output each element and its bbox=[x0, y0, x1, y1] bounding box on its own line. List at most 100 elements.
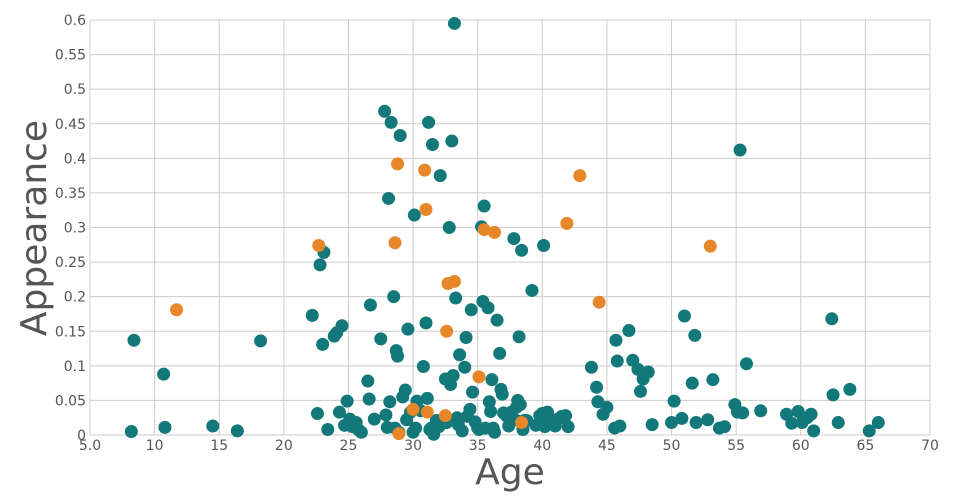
y-tick-label: 0.1 bbox=[64, 359, 86, 375]
data-point bbox=[321, 422, 335, 436]
y-tick-label: 0.6 bbox=[64, 13, 86, 29]
data-point bbox=[206, 419, 220, 433]
data-point bbox=[871, 416, 885, 430]
data-point bbox=[487, 425, 501, 439]
data-point bbox=[382, 191, 396, 205]
data-point bbox=[409, 421, 423, 435]
x-tick-label: 70 bbox=[921, 438, 939, 454]
data-point bbox=[374, 332, 388, 346]
y-tick-label: 0.2 bbox=[64, 290, 86, 306]
data-point bbox=[340, 394, 354, 408]
data-point bbox=[313, 258, 327, 272]
data-point bbox=[825, 312, 839, 326]
data-point bbox=[310, 407, 324, 421]
y-tick-label: 0.3 bbox=[64, 221, 86, 237]
data-point bbox=[559, 409, 573, 423]
data-point bbox=[157, 367, 171, 381]
y-tick-label: 0.15 bbox=[55, 324, 86, 340]
y-axis-label: Appearance bbox=[14, 120, 55, 336]
data-point bbox=[362, 392, 376, 406]
data-point bbox=[482, 395, 496, 409]
data-point bbox=[843, 382, 857, 396]
data-point bbox=[472, 370, 486, 384]
data-point bbox=[484, 404, 498, 418]
data-point bbox=[590, 380, 604, 394]
y-tick-label: 0.25 bbox=[55, 255, 86, 271]
data-point bbox=[493, 346, 507, 360]
data-point bbox=[622, 324, 636, 338]
data-point bbox=[124, 425, 138, 439]
data-point bbox=[525, 283, 539, 297]
data-point bbox=[689, 416, 703, 430]
data-point bbox=[447, 16, 461, 30]
data-point bbox=[609, 333, 623, 347]
data-point bbox=[445, 134, 459, 148]
y-tick-label: 0.5 bbox=[64, 82, 86, 98]
data-point bbox=[459, 330, 473, 344]
data-point bbox=[477, 199, 491, 213]
data-point bbox=[706, 373, 720, 387]
data-point bbox=[701, 413, 715, 427]
data-point bbox=[127, 333, 141, 347]
data-point bbox=[665, 416, 679, 430]
data-point bbox=[485, 373, 499, 387]
x-tick-label: 60 bbox=[792, 438, 810, 454]
data-point bbox=[733, 143, 747, 157]
data-point bbox=[515, 416, 529, 430]
data-point bbox=[831, 416, 845, 430]
data-point bbox=[495, 387, 509, 401]
data-point bbox=[685, 376, 699, 390]
data-point bbox=[422, 115, 436, 129]
data-point bbox=[455, 424, 469, 438]
data-point bbox=[718, 420, 732, 434]
data-point bbox=[703, 239, 717, 253]
data-point bbox=[393, 129, 407, 143]
data-point bbox=[515, 243, 529, 257]
data-point bbox=[791, 404, 805, 418]
x-tick-label: 20 bbox=[275, 438, 293, 454]
data-point bbox=[463, 402, 477, 416]
data-point bbox=[305, 308, 319, 322]
x-tick-label: 45 bbox=[598, 438, 616, 454]
data-point bbox=[446, 369, 460, 383]
data-point bbox=[363, 298, 377, 312]
data-point bbox=[573, 169, 587, 183]
data-point bbox=[592, 295, 606, 309]
data-point bbox=[254, 334, 268, 348]
data-point bbox=[420, 391, 434, 405]
data-point bbox=[613, 419, 627, 433]
data-point bbox=[754, 404, 768, 418]
data-point bbox=[453, 348, 467, 362]
data-point bbox=[641, 365, 655, 379]
data-point bbox=[433, 169, 447, 183]
x-tick-label: 55 bbox=[727, 438, 745, 454]
x-tick-label: 40 bbox=[533, 438, 551, 454]
data-point bbox=[383, 395, 397, 409]
data-point bbox=[367, 412, 381, 426]
data-point bbox=[449, 291, 463, 305]
data-point bbox=[419, 316, 433, 330]
data-point bbox=[332, 405, 346, 419]
data-point bbox=[420, 405, 434, 419]
grid-lines bbox=[89, 19, 931, 436]
data-point bbox=[388, 236, 402, 250]
data-point bbox=[361, 374, 375, 388]
data-point bbox=[401, 322, 415, 336]
data-point bbox=[804, 407, 818, 421]
data-point bbox=[677, 309, 691, 323]
data-point bbox=[407, 208, 421, 222]
x-tick-label: 25 bbox=[340, 438, 358, 454]
tick-labels: 5.0 10 15 20 25 30 35 40 45 50 55 60 65 70 0 0.05 0.1 0.1… bbox=[55, 13, 939, 454]
data-point bbox=[425, 138, 439, 151]
data-point bbox=[230, 424, 244, 438]
data-point bbox=[442, 221, 456, 234]
data-point bbox=[785, 416, 799, 430]
data-point bbox=[379, 408, 393, 422]
data-point bbox=[378, 104, 392, 118]
data-point bbox=[481, 301, 495, 315]
data-point bbox=[561, 420, 575, 434]
data-points bbox=[124, 16, 885, 441]
data-point bbox=[384, 115, 398, 129]
data-point bbox=[354, 425, 368, 439]
data-point bbox=[391, 349, 405, 363]
